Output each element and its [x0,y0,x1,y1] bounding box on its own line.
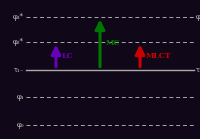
Text: φ₂*: φ₂* [13,38,24,46]
Text: MC: MC [106,39,120,47]
Text: MLCT: MLCT [146,52,172,60]
Text: τ₁₋: τ₁₋ [196,65,200,74]
Text: φ₃*: φ₃* [13,13,24,21]
Text: LC: LC [62,52,74,60]
Text: τ₁₋: τ₁₋ [14,65,24,74]
Text: φ₁: φ₁ [16,93,24,101]
Text: φ₃*: φ₃* [196,13,200,21]
Text: φ₀: φ₀ [17,121,24,129]
